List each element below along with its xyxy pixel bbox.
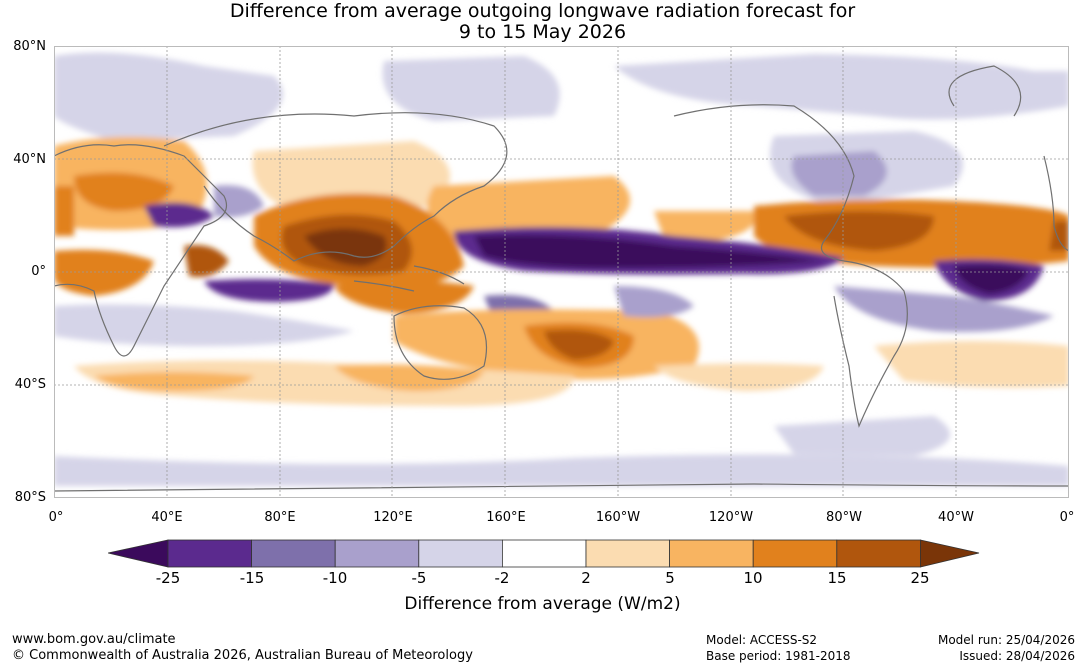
footer-issued: Issued: 28/04/2026 xyxy=(959,649,1075,663)
colorbar-swatch-max xyxy=(920,539,980,568)
footer-model-run: Model run: 25/04/2026 xyxy=(937,633,1075,647)
footer-website: www.bom.gov.au/climate xyxy=(12,632,176,647)
colorbar-tick-6: 5 xyxy=(665,569,675,587)
colorbar-tick-4: -2 xyxy=(494,569,510,587)
lon-label-80e: 80°E xyxy=(264,510,296,525)
lon-label-120e: 120°E xyxy=(373,510,413,525)
lon-label-80w: 80°W xyxy=(826,510,862,525)
colorbar-tick-3: -5 xyxy=(411,569,427,587)
colorbar-tick-2: -10 xyxy=(322,569,348,587)
colorbar-tick-9: 25 xyxy=(910,569,930,587)
colorbar xyxy=(108,539,980,568)
colorbar-swatch-9 xyxy=(836,539,921,568)
colorbar-tick-7: 10 xyxy=(743,569,763,587)
footer-model: Model: ACCESS-S2 xyxy=(706,633,818,647)
lat-label-80n: 80°N xyxy=(13,39,46,54)
graticule xyxy=(54,46,1069,498)
colorbar-swatch-min xyxy=(108,539,169,568)
colorbar-swatch-6 xyxy=(585,539,670,568)
colorbar-title: Difference from average (W/m2) xyxy=(404,594,681,614)
lat-label-80s: 80°S xyxy=(14,490,46,505)
chart-title-line1: Difference from average outgoing longwav… xyxy=(229,0,856,22)
colorbar-swatch-4 xyxy=(418,539,503,568)
lon-label-120w: 120°W xyxy=(708,510,754,525)
lon-label-160w: 160°W xyxy=(595,510,641,525)
colorbar-swatch-3 xyxy=(334,539,420,568)
map-canvas xyxy=(53,46,1070,498)
lat-label-40s: 40°S xyxy=(14,377,46,392)
colorbar-tick-8: 15 xyxy=(827,569,847,587)
footer-base-period: Base period: 1981-2018 xyxy=(706,649,851,663)
lon-label-0: 0° xyxy=(48,510,64,525)
colorbar-tick-0: -25 xyxy=(155,569,181,587)
coastlines xyxy=(53,65,1070,492)
lat-label-40n: 40°N xyxy=(13,152,46,167)
lon-label-0-end: 0° xyxy=(1059,510,1075,525)
footer-copyright: © Commonwealth of Australia 2026, Austra… xyxy=(12,648,473,663)
colorbar-swatch-1 xyxy=(167,539,252,568)
colorbar-tick-1: -15 xyxy=(239,569,265,587)
lon-label-40e: 40°E xyxy=(151,510,183,525)
colorbar-swatch-7 xyxy=(669,539,754,568)
anomaly-field xyxy=(54,52,1069,486)
chart-title-line2: 9 to 15 May 2026 xyxy=(458,21,627,43)
colorbar-swatch-5 xyxy=(501,539,587,568)
lon-label-160e: 160°E xyxy=(486,510,526,525)
colorbar-swatch-8 xyxy=(752,539,838,568)
colorbar-tick-5: 2 xyxy=(581,569,591,587)
lon-label-40w: 40°W xyxy=(938,510,974,525)
colorbar-swatch-2 xyxy=(251,539,336,568)
olr-anomaly-map xyxy=(53,46,1070,498)
lat-label-0: 0° xyxy=(31,264,46,279)
